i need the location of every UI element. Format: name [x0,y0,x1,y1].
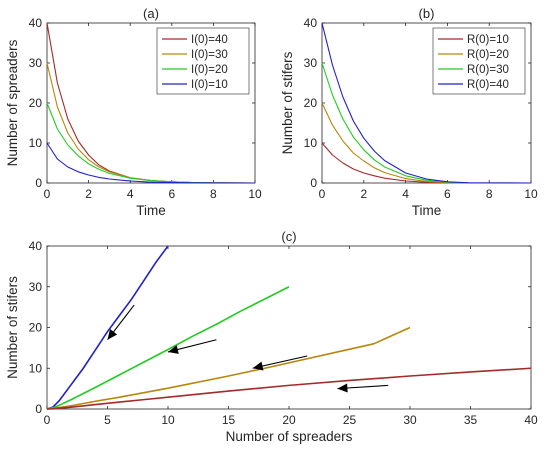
y-tick-label: 10 [29,136,43,150]
x-axis-title: Time [136,203,166,218]
panel-label: (a) [143,6,159,21]
legend: R(0)=10 R(0)=20 R(0)=30 R(0)=40 [432,27,526,95]
y-tick-label: 10 [29,361,43,375]
y-tick-label: 0 [35,176,42,190]
legend-entry: I(0)=40 [191,34,228,46]
series-line [321,22,532,184]
direction-arrow-head [107,329,118,340]
direction-arrow-head [252,361,264,371]
x-tick-label: 25 [343,413,357,427]
y-tick-label: 40 [304,16,318,30]
legend-entry: I(0)=10 [191,79,228,91]
y-axis-title: Number of spreaders [5,39,20,166]
x-tick-label: 8 [210,187,217,201]
y-axis-title: Number of stifers [280,51,295,154]
y-tick-label: 20 [29,96,43,110]
legend-entry: I(0)=30 [191,49,228,61]
x-tick-label: 15 [222,413,236,427]
x-tick-label: 2 [360,187,367,201]
legend-entry: I(0)=20 [191,64,228,76]
legend-entry: R(0)=40 [467,79,509,91]
x-tick-label: 10 [524,187,538,201]
y-tick-label: 0 [35,402,42,416]
x-tick-label: 35 [464,413,478,427]
x-tick-label: 6 [168,187,175,201]
series-line [46,142,256,184]
y-tick-label: 20 [304,96,318,110]
panel-label: (c) [281,229,296,244]
panel-a-spreaders-vs-time: 0 2 4 6 8 10010203040I(0)=40I(0)=30I(0)=20I(0… [5,6,262,218]
legend: I(0)=40 I(0)=30 I(0)=20 I(0)=10 [156,27,250,95]
x-tick-label: 30 [403,413,417,427]
panel-c-phase-plot: 0 5 10 15 20 25 30 35 40 0 10 20 30 40 Number of sprea… [5,229,538,444]
x-tick-label: 40 [524,413,538,427]
series-line [46,245,169,410]
panel-b-stifers-vs-time: 0 2 4 6 8 10010203040R(0)=10R(0)=20R(0)=30R(0… [280,6,538,218]
x-axis-title: Number of spreaders [226,429,353,444]
y-tick-label: 40 [29,239,43,253]
series-line [46,326,411,410]
x-tick-label: 8 [486,187,493,201]
x-tick-label: 0 [44,413,51,427]
y-tick-label: 20 [29,321,43,335]
x-tick-label: 0 [319,187,326,201]
y-axis-title: Number of stifers [5,276,20,379]
x-tick-label: 5 [104,413,111,427]
legend-entry: R(0)=30 [467,64,509,76]
direction-arrow-head [337,383,348,393]
y-tick-label: 30 [29,56,43,70]
x-tick-label: 0 [44,187,51,201]
series-line [46,286,290,410]
y-tick-label: 40 [29,16,43,30]
x-tick-label: 10 [248,187,262,201]
x-tick-label: 4 [127,187,134,201]
x-tick-label: 2 [85,187,92,201]
y-tick-label: 10 [304,136,318,150]
series-line [46,367,532,410]
x-tick-label: 20 [282,413,296,427]
legend-entry: R(0)=20 [467,49,509,61]
direction-arrow-head [168,345,179,354]
x-tick-label: 10 [161,413,175,427]
y-tick-label: 0 [310,176,317,190]
legend-entry: R(0)=10 [467,34,509,46]
plot-area [46,245,532,410]
x-axis-title: Time [412,203,442,218]
y-tick-label: 30 [304,56,318,70]
x-tick-label: 4 [402,187,409,201]
panel-label: (b) [419,6,435,21]
x-tick-label: 6 [444,187,451,201]
y-tick-label: 30 [29,280,43,294]
